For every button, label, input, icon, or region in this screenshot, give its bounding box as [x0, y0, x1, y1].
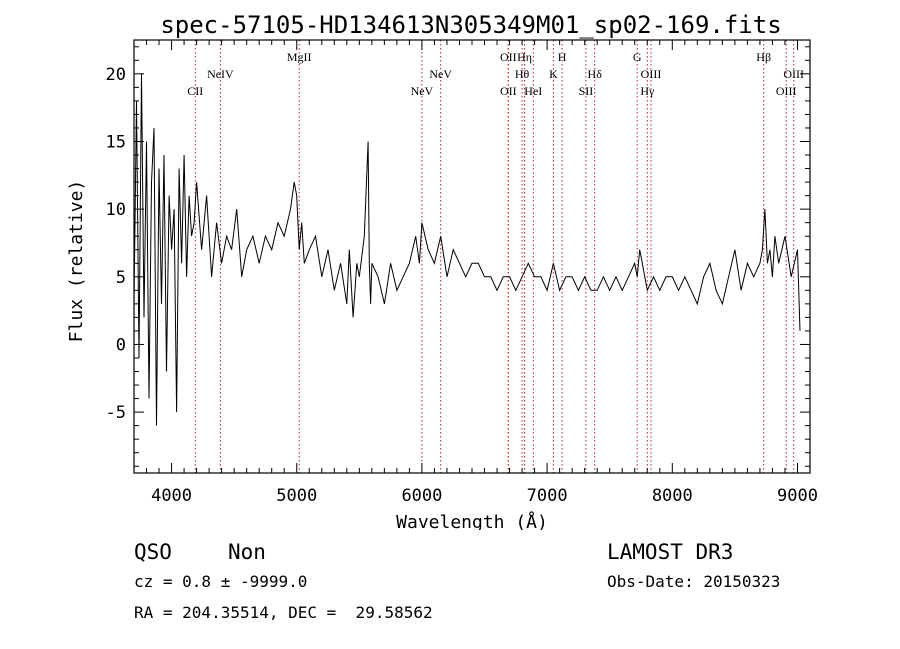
line-label-hβ: Hβ: [756, 50, 771, 64]
line-label-hδ: Hδ: [588, 67, 603, 81]
line-label-oiii: OIII: [641, 67, 662, 81]
line-label-hη: Hη: [517, 50, 532, 64]
x-tick-label: 9000: [777, 486, 818, 506]
line-label-oiii: OIII: [783, 67, 804, 81]
survey-name: LAMOST DR3: [607, 540, 734, 564]
y-tick-label: 15: [106, 132, 126, 152]
x-tick-label: 6000: [401, 486, 442, 506]
line-label-g: G: [633, 50, 642, 64]
line-label-oii: OII: [500, 84, 517, 98]
line-label-mgii: MgII: [287, 50, 312, 64]
line-labels: CIINeIVMgIINeVNeVOIIOIIHηHθHeIHKSIIHδGOI…: [187, 50, 804, 98]
x-tick-label: 5000: [276, 486, 317, 506]
spectrum-chart: spec-57105-HD134613N305349M01_sp02-169.f…: [66, 11, 818, 530]
line-label-oiii: OIII: [776, 84, 797, 98]
y-tick-label: 5: [116, 268, 126, 288]
line-label-nev: NeV: [429, 67, 452, 81]
y-axis-ticks: -5 0 5 10 15 20: [106, 46, 810, 467]
line-markers: [194, 40, 795, 473]
y-tick-label: -5: [106, 403, 126, 423]
line-label-sii: SII: [579, 84, 594, 98]
x-tick-label: 4000: [151, 486, 192, 506]
redshift-readout: cz = 0.8 ± -9999.0: [134, 572, 308, 591]
y-tick-label: 20: [106, 65, 126, 85]
line-label-nev: NeV: [411, 84, 434, 98]
coordinates-readout: RA = 204.35514, DEC = 29.58562: [134, 603, 433, 622]
y-axis-label: Flux (relative): [66, 180, 87, 343]
object-subclass: Non: [228, 540, 266, 564]
x-tick-label: 8000: [652, 486, 693, 506]
y-tick-label: 10: [106, 200, 126, 220]
line-label-hγ: Hγ: [640, 84, 655, 98]
line-label-hei: HeI: [524, 84, 542, 98]
x-axis-label: Wavelength (Å): [396, 511, 548, 530]
object-class: QSO: [134, 540, 172, 564]
x-axis-ticks: 4000 5000 6000 7000 8000 9000: [146, 40, 818, 506]
x-tick-label: 7000: [527, 486, 568, 506]
line-label-h: H: [558, 50, 567, 64]
spectrum-line: [133, 73, 801, 426]
line-label-hθ: Hθ: [515, 67, 530, 81]
plot-frame: [133, 39, 811, 474]
line-label-k: K: [549, 67, 558, 81]
line-label-oii: OII: [500, 50, 517, 64]
line-label-cii: CII: [187, 84, 203, 98]
line-label-neiv: NeIV: [207, 67, 234, 81]
y-tick-label: 0: [116, 335, 126, 355]
chart-title: spec-57105-HD134613N305349M01_sp02-169.f…: [160, 11, 781, 39]
observation-date: Obs-Date: 20150323: [607, 572, 781, 591]
